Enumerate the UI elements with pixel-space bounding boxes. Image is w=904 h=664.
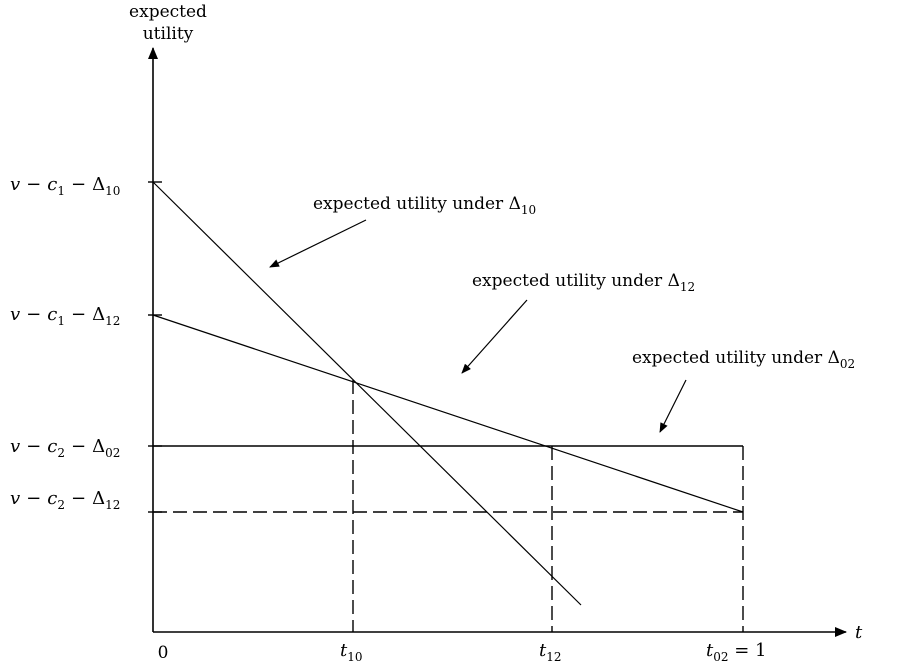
annotation-delta10: expected utility under Δ10 [313, 194, 536, 217]
annotation-arrow-delta10 [269, 219, 367, 268]
x-axis-variable: t [855, 622, 863, 643]
x-tick-label-t10: t10 [340, 640, 363, 664]
x-tick-label-t12: t12 [539, 640, 562, 664]
x-tick-label-t02: t02 = 1 [706, 640, 767, 664]
y-tick-label-3: v − c2− Δ02 [10, 436, 120, 460]
origin-label: 0 [158, 643, 169, 663]
annotation-delta02: expected utility under Δ02 [632, 348, 855, 371]
annotation-delta12: expected utility under Δ12 [472, 271, 695, 294]
line-delta10 [152, 181, 582, 606]
y-axis-title-line1: expected [129, 2, 207, 22]
line-delta12 [152, 314, 744, 513]
y-tick-label-2: v − c1− Δ12 [10, 304, 120, 328]
annotation-arrow-delta02 [659, 379, 687, 433]
y-tick-label-4: v − c2− Δ12 [10, 488, 120, 512]
y-axis-title-line2: utility [143, 24, 194, 44]
annotation-arrow-delta12 [461, 299, 528, 374]
y-tick-label-1: v − c1− Δ10 [10, 174, 120, 198]
